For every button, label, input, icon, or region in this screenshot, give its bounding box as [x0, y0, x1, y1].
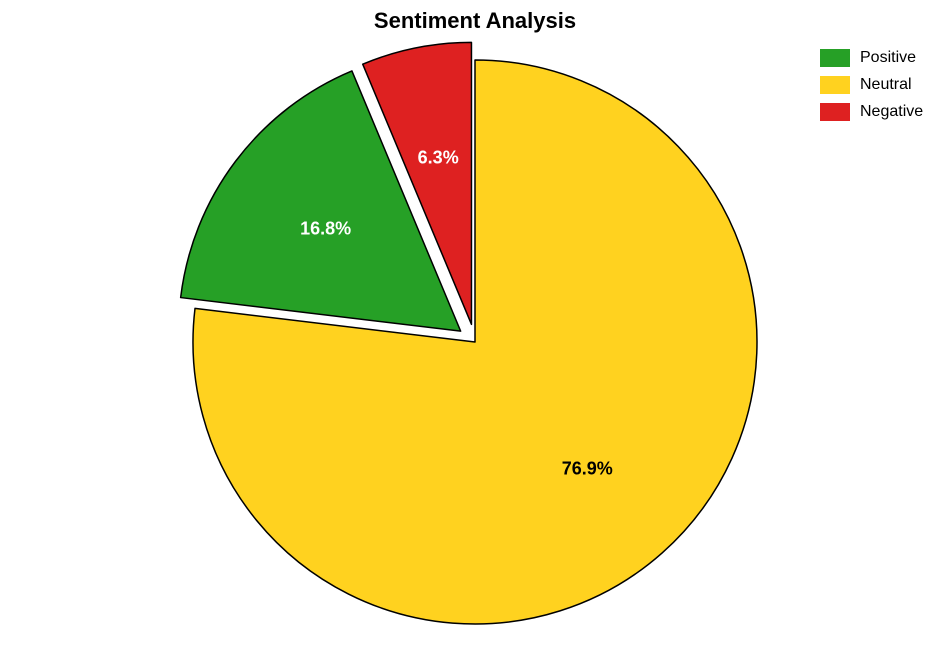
legend: Positive Neutral Negative: [820, 46, 923, 127]
slice-label-negative: 6.3%: [418, 148, 459, 169]
legend-label-negative: Negative: [860, 103, 923, 121]
legend-swatch-neutral: [820, 76, 850, 94]
legend-item-positive: Positive: [820, 46, 923, 69]
legend-swatch-positive: [820, 49, 850, 67]
legend-item-negative: Negative: [820, 100, 923, 123]
legend-swatch-negative: [820, 103, 850, 121]
legend-item-neutral: Neutral: [820, 73, 923, 96]
legend-label-neutral: Neutral: [860, 76, 912, 94]
sentiment-pie-chart: Sentiment Analysis PositiveNeutralNegati…: [0, 0, 950, 662]
legend-label-positive: Positive: [860, 49, 916, 67]
pie-svg: [0, 0, 950, 662]
slice-label-positive: 16.8%: [300, 219, 351, 240]
slice-label-neutral: 76.9%: [562, 458, 613, 479]
